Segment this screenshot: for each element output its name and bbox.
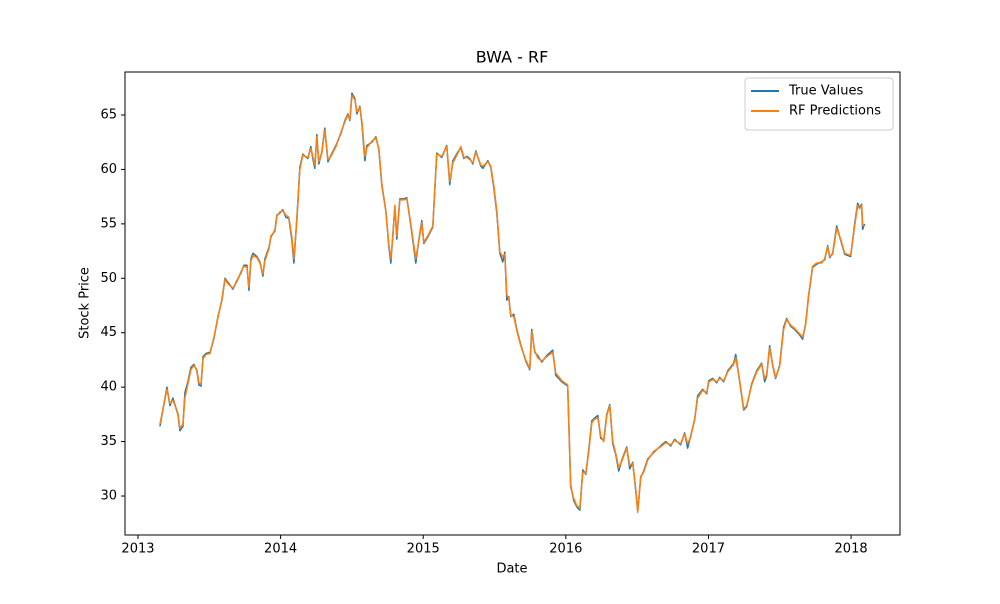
- x-tick-label: 2015: [407, 542, 440, 557]
- legend-label: True Values: [788, 84, 863, 99]
- chart-title: BWA - RF: [476, 48, 549, 67]
- series-line: [159, 94, 865, 514]
- y-tick-label: 65: [100, 108, 117, 123]
- y-tick-label: 60: [100, 162, 117, 177]
- legend-box: [744, 77, 894, 131]
- y-tick-label: 30: [100, 489, 117, 504]
- legend-label: RF Predictions: [789, 104, 881, 119]
- x-axis-label: Date: [496, 562, 527, 577]
- axes-frame: [124, 71, 901, 536]
- y-tick-label: 50: [100, 271, 117, 286]
- x-tick-label: 2013: [121, 542, 154, 557]
- x-tick-label: 2016: [549, 542, 582, 557]
- x-tick-label: 2018: [835, 542, 868, 557]
- y-tick-label: 45: [100, 325, 117, 340]
- y-tick-label: 40: [100, 380, 117, 395]
- x-tick-label: 2017: [692, 542, 725, 557]
- x-tick-label: 2014: [264, 542, 297, 557]
- y-tick-label: 55: [100, 216, 117, 231]
- y-axis-label: Stock Price: [78, 267, 93, 339]
- y-tick-label: 35: [100, 434, 117, 449]
